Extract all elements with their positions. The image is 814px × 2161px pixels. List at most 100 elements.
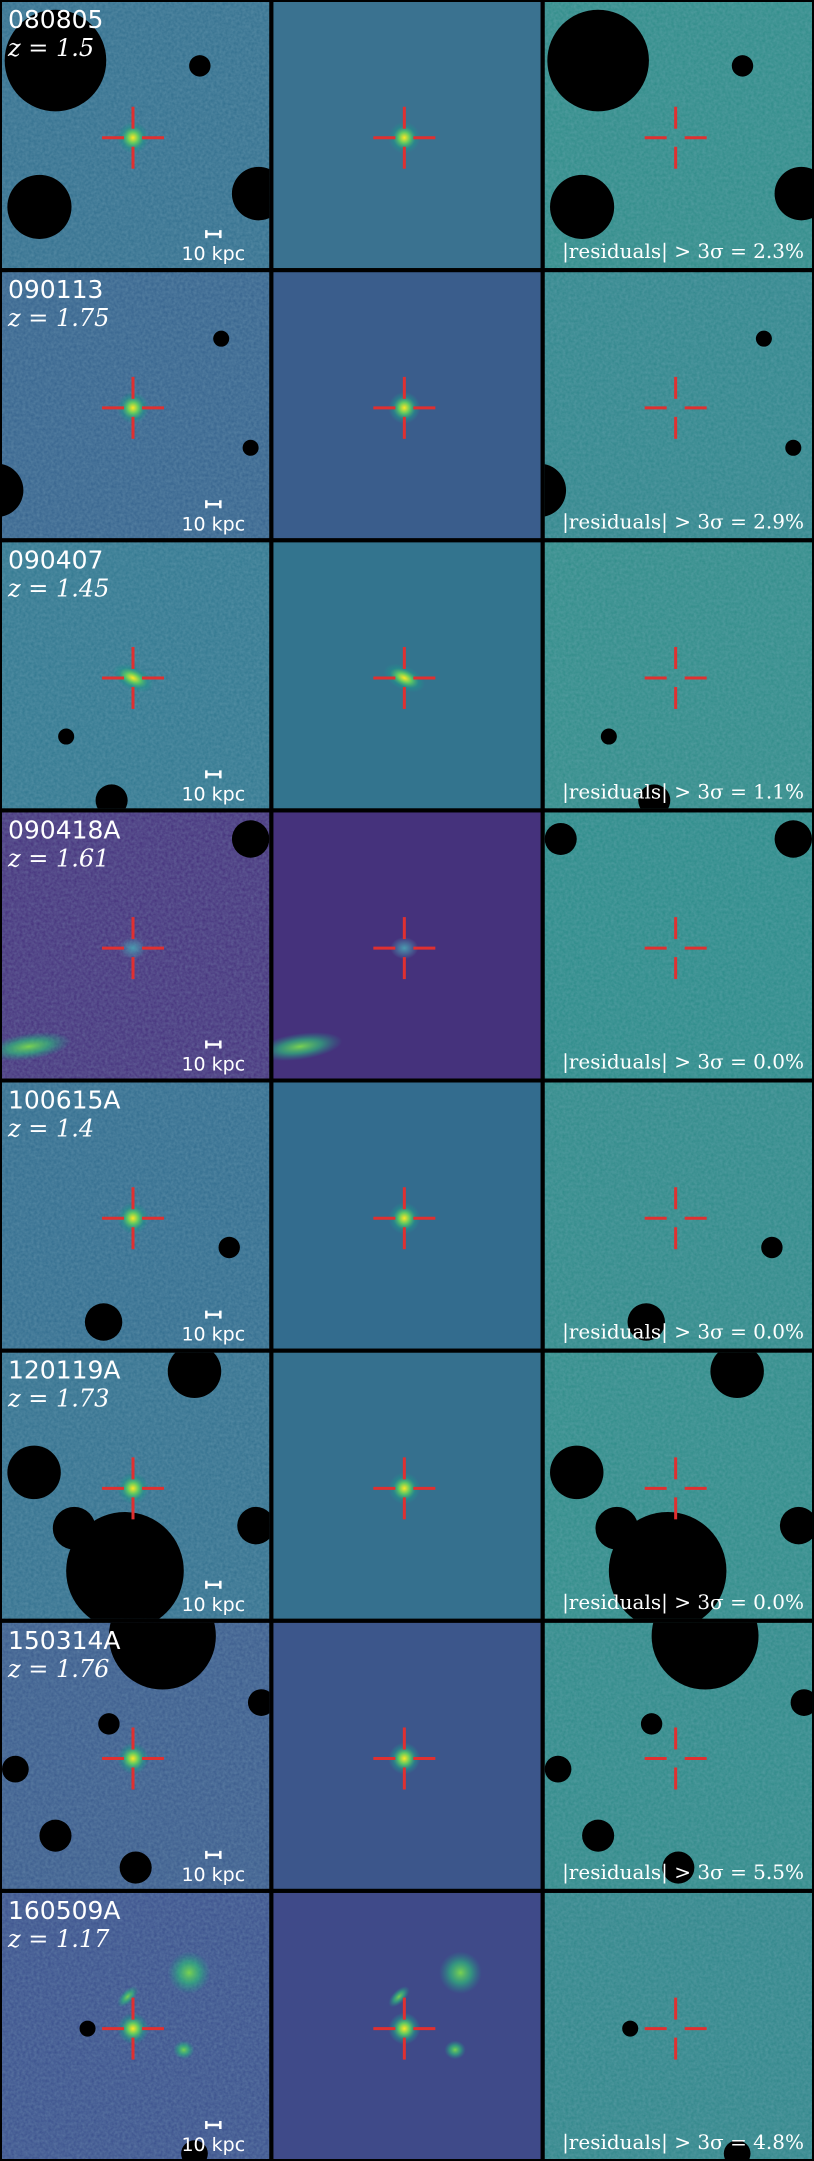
panel-image [273,542,541,809]
redshift: z = 1.5 [7,34,94,62]
source [116,121,149,154]
scale-label: 10 kpc [181,783,245,805]
galaxy [173,2040,195,2060]
noise [544,1892,812,2159]
panel-image [2,272,270,539]
residual-fraction: |residuals| > 3σ = 2.3% [562,239,804,264]
mask [247,1689,270,1716]
mask [550,174,615,239]
mask [544,1755,572,1783]
mask [651,1622,759,1690]
redshift: z = 1.73 [7,1385,109,1413]
panel-image [2,542,270,809]
grb-name: 150314A [8,1626,121,1655]
mask [779,1506,813,1545]
mask [550,1445,604,1500]
panel: |residuals| > 3σ = 2.3% [544,2,813,269]
mask [2,464,24,517]
mask [774,166,813,221]
source [118,937,147,960]
panel-image [273,1082,541,1349]
grb-name: 120119A [8,1356,121,1385]
redshift: z = 1.45 [7,574,109,602]
galaxy [439,1951,482,1995]
galaxy [388,1986,410,2008]
panel [273,542,541,809]
source [388,121,421,154]
panel: |residuals| > 3σ = 1.1% [544,542,812,809]
scale-bar [205,500,222,509]
mask [84,1303,123,1341]
source [388,1742,421,1775]
scale-bar [205,770,222,779]
scale-bar [205,1040,222,1049]
source [388,2012,421,2045]
source [116,2012,149,2045]
scale-bar [205,1310,222,1319]
scale-bar [205,2121,222,2129]
mask [710,1352,764,1398]
source [390,937,419,960]
panel-image [273,812,541,1079]
mask [600,728,617,745]
residual-fraction: |residuals| > 3σ = 1.1% [562,779,804,804]
panel-image [544,542,812,809]
residual-fraction: |residuals| > 3σ = 5.5% [562,1860,804,1885]
scale-bar [205,230,222,239]
panel [273,1892,541,2159]
panel: |residuals| > 3σ = 4.8% [544,1892,812,2159]
mask [189,55,211,77]
mask [231,820,270,858]
mask [213,330,230,347]
panel [273,1622,541,1889]
source [388,1202,421,1235]
mask [167,1352,222,1398]
redshift: z = 1.17 [7,1925,110,1953]
grb-name: 080805 [8,5,103,34]
mask [790,1689,813,1716]
mask [774,820,812,858]
source [116,1742,149,1775]
galaxy [273,1032,343,1062]
grb-name: 090407 [8,545,103,574]
panel: |residuals| > 3σ = 2.9% [544,272,812,539]
mask [638,784,671,809]
scale-label: 10 kpc [181,243,245,265]
mask [231,166,270,221]
mask [108,1622,216,1690]
mask [544,822,577,856]
panel-image [544,272,812,539]
residual-fraction: |residuals| > 3σ = 0.0% [562,1050,804,1075]
residual-fraction: |residuals| > 3σ = 0.0% [562,1590,804,1615]
mask [66,1512,184,1619]
mask [723,2140,751,2159]
mask [608,1512,727,1619]
source [388,1472,421,1505]
mask [52,1506,96,1550]
mask [237,1506,270,1545]
scale-label: 10 kpc [181,2134,245,2156]
grb-name: 100615A [8,1086,121,1115]
mask [582,1819,615,1852]
mask [95,784,128,809]
mask [181,2140,208,2159]
noise [544,812,812,1079]
mask [595,1506,639,1550]
panel-image [544,1892,812,2159]
residual-fraction: |residuals| > 3σ = 0.0% [562,1320,804,1345]
grb-name: 160509A [8,1896,121,1925]
panel-image [2,1352,270,1619]
scale-label: 10 kpc [181,1864,245,1886]
mask [7,174,72,239]
mask [7,1445,61,1500]
panel: |residuals| > 3σ = 0.0% [544,1352,813,1619]
redshift: z = 1.75 [7,304,109,332]
panel: |residuals| > 3σ = 0.0% [544,1082,812,1349]
panel-image [2,1082,270,1349]
